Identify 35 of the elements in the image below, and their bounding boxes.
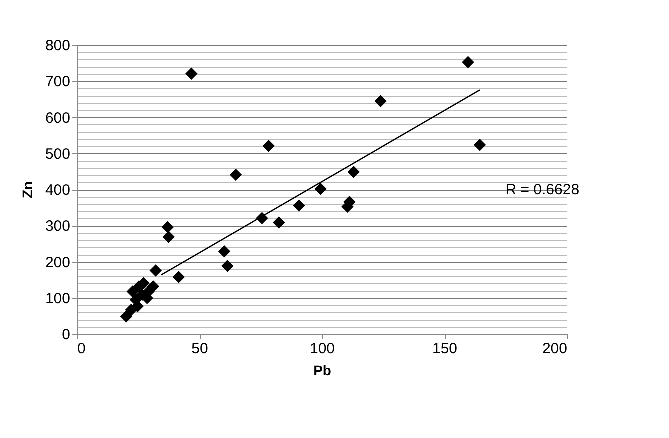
point (218, 246, 231, 258)
point (172, 271, 186, 284)
point (262, 140, 275, 152)
point (186, 68, 198, 80)
point (374, 95, 387, 108)
y-tick-label: 300 (45, 218, 70, 236)
point (273, 216, 286, 229)
point (474, 138, 486, 152)
point (162, 221, 174, 234)
point (150, 264, 162, 277)
y-tick-label: 400 (45, 182, 70, 199)
x-tick-label: 200 (542, 340, 568, 358)
y-tick-label: 500 (45, 146, 70, 163)
point (162, 231, 175, 244)
x-axis-title: Pb (314, 362, 332, 378)
x-tick-label: 0 (78, 340, 86, 358)
y-tick-label: 700 (45, 74, 70, 91)
y-tick-label: 100 (45, 290, 70, 308)
point (222, 260, 234, 272)
point (120, 310, 133, 323)
y-tick-label: 200 (45, 254, 70, 272)
annotation: R = 0.6628 (506, 182, 580, 198)
x-tick-label: 50 (192, 340, 208, 358)
x-tick-label: 100 (310, 340, 336, 358)
y-tick-label: 600 (45, 110, 70, 127)
y-axis-title: Zn (19, 181, 36, 199)
y-tick-label: 800 (45, 38, 70, 54)
point (293, 200, 306, 212)
x-tick-label: 150 (432, 340, 458, 358)
point (462, 56, 474, 68)
point (348, 166, 360, 178)
y-tick-label: 0 (62, 326, 70, 344)
point (147, 280, 160, 293)
point (230, 168, 242, 182)
point (314, 183, 327, 196)
